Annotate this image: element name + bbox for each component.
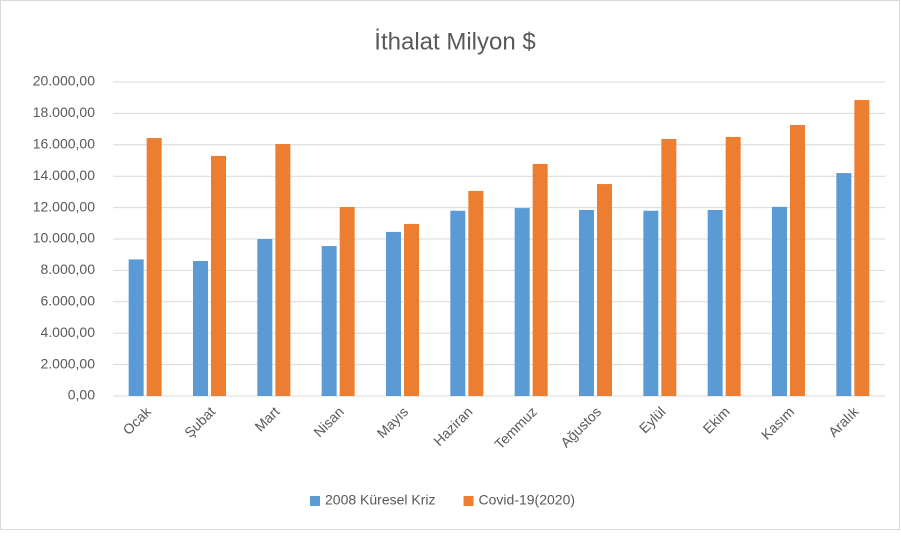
bar [854, 100, 870, 397]
bar [532, 163, 548, 396]
y-tick-label: 6.000,00 [41, 293, 96, 309]
bar [661, 138, 677, 396]
bar [404, 223, 419, 396]
y-tick-label: 20.000,00 [33, 73, 95, 89]
y-tick-label: 0,00 [68, 387, 95, 403]
legend-label: Covid-19(2020) [479, 492, 576, 508]
bar [514, 208, 530, 396]
bar [321, 246, 337, 396]
bar [257, 239, 273, 396]
bar [772, 206, 787, 396]
bar [725, 136, 741, 396]
bar [579, 209, 594, 396]
legend-swatch [463, 496, 474, 506]
bar [707, 209, 723, 396]
bar [128, 259, 144, 396]
bar [790, 125, 805, 396]
y-tick-label: 10.000,00 [33, 230, 95, 246]
bar [597, 184, 612, 396]
bar [275, 144, 291, 396]
y-tick-label: 4.000,00 [41, 324, 96, 340]
bar [468, 190, 484, 396]
bar [146, 138, 162, 396]
y-tick-label: 14.000,00 [33, 167, 95, 183]
bar [386, 231, 401, 396]
y-tick-label: 2.000,00 [41, 355, 96, 371]
y-tick-label: 12.000,00 [33, 198, 95, 214]
bar [450, 210, 466, 396]
chart-title: İthalat Milyon $ [374, 28, 535, 55]
y-tick-label: 16.000,00 [33, 136, 95, 152]
y-tick-label: 8.000,00 [41, 261, 96, 277]
bar [211, 155, 226, 396]
y-tick-label: 18.000,00 [33, 104, 95, 120]
bar [339, 206, 355, 396]
bar [836, 173, 852, 396]
legend-label: 2008 Küresel Kriz [325, 492, 436, 508]
legend-swatch [310, 496, 320, 506]
bar [643, 210, 659, 396]
bar [193, 260, 208, 396]
